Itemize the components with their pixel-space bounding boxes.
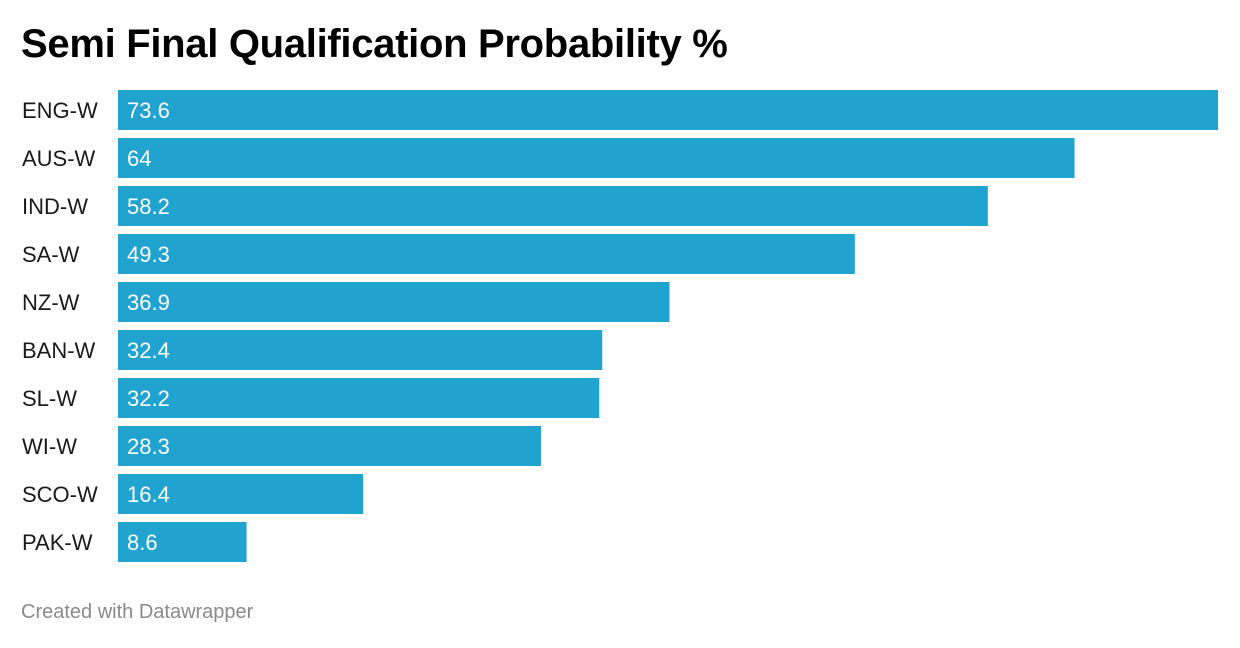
bar [118,234,855,274]
category-label: ENG-W [22,98,98,123]
category-label: SCO-W [22,482,98,507]
bar-chart: ENG-W 73.6 AUS-W 64 IND-W 58.2 SA-W 49.3 NZ-W 36.… [22,90,1218,562]
value-label: 64 [127,146,151,171]
category-label: BAN-W [22,338,96,363]
bar [118,282,670,322]
bar [118,90,1218,130]
value-label: 16.4 [127,482,170,507]
bar [118,186,988,226]
value-label: 32.2 [127,386,170,411]
chart-title: Semi Final Qualification Probability % [21,22,728,66]
value-label: 8.6 [127,530,158,555]
value-label: 49.3 [127,242,170,267]
value-label: 73.6 [127,98,170,123]
bar [118,474,364,514]
bar [118,522,247,562]
bar [118,378,600,418]
category-label: SL-W [22,386,77,411]
bar [118,426,541,466]
category-label: AUS-W [22,146,96,171]
category-label: IND-W [22,194,88,219]
value-label: 32.4 [127,338,170,363]
bar [118,330,603,370]
category-label: PAK-W [22,530,93,555]
bar [118,138,1075,178]
credit-footer: Created with Datawrapper [21,601,254,623]
value-label: 58.2 [127,194,170,219]
category-label: NZ-W [22,290,80,315]
value-label: 28.3 [127,434,170,459]
category-label: SA-W [22,242,80,267]
value-label: 36.9 [127,290,170,315]
category-label: WI-W [22,434,77,459]
